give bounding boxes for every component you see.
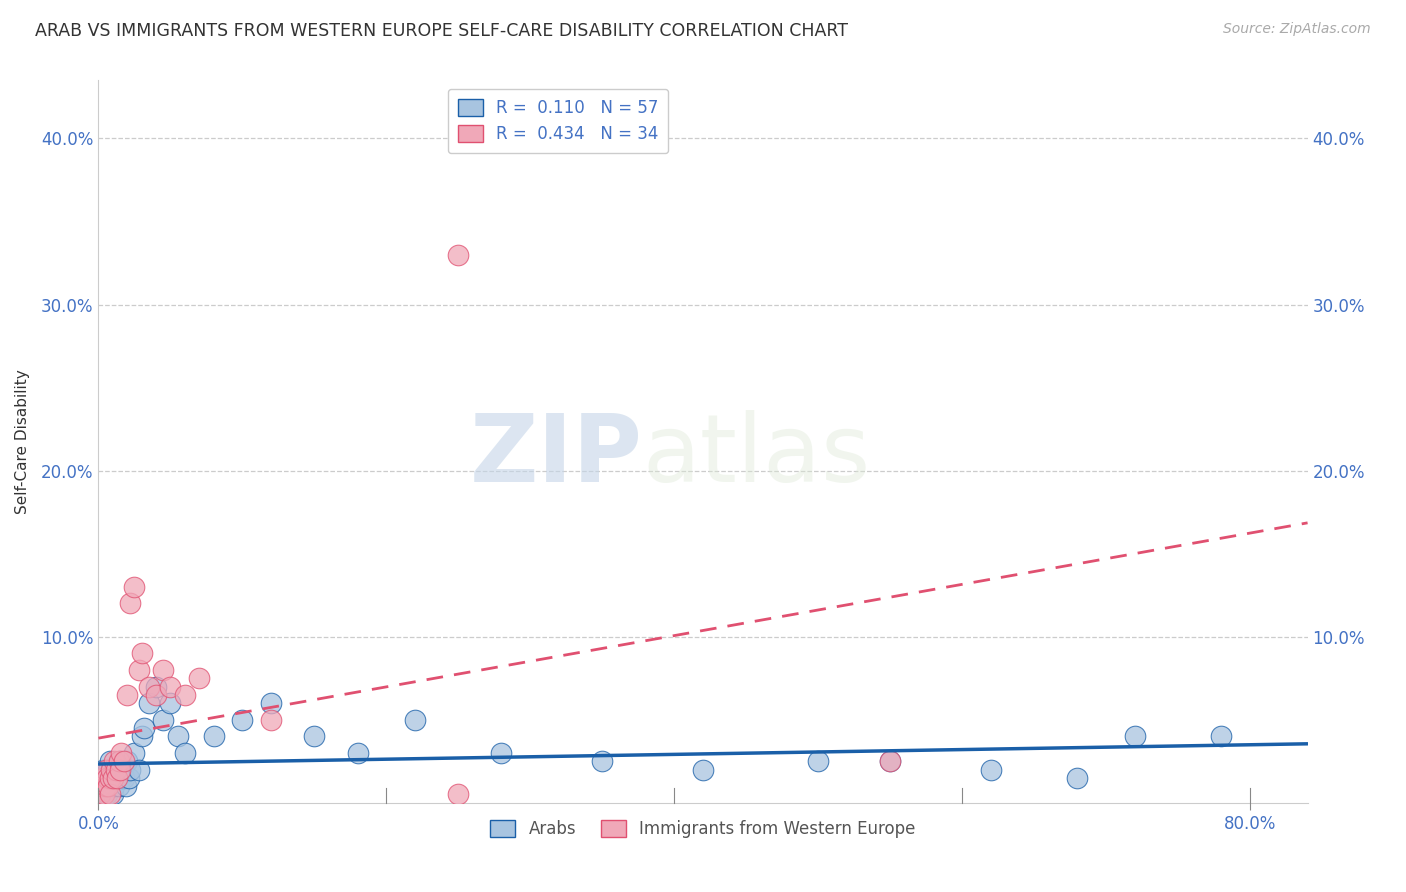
Point — [100, 763, 122, 777]
Point — [447, 788, 470, 802]
Point — [304, 730, 326, 744]
Point — [120, 763, 142, 777]
Point — [96, 788, 118, 802]
Point — [91, 779, 114, 793]
Point — [98, 754, 121, 768]
Point — [980, 763, 1002, 777]
Text: ARAB VS IMMIGRANTS FROM WESTERN EUROPE SELF-CARE DISABILITY CORRELATION CHART: ARAB VS IMMIGRANTS FROM WESTERN EUROPE S… — [35, 22, 848, 40]
Point — [807, 754, 830, 768]
Point — [94, 763, 117, 777]
Point — [103, 754, 125, 768]
Point — [447, 248, 470, 262]
Point — [107, 754, 129, 768]
Point — [138, 680, 160, 694]
Point — [98, 771, 121, 785]
Point — [152, 713, 174, 727]
Point — [231, 713, 253, 727]
Point — [90, 771, 112, 785]
Point — [202, 730, 225, 744]
Point — [89, 779, 111, 793]
Point — [152, 663, 174, 677]
Point — [145, 680, 167, 694]
Point — [166, 730, 188, 744]
Point — [97, 763, 120, 777]
Point — [118, 771, 141, 785]
Point — [96, 771, 118, 785]
Legend: Arabs, Immigrants from Western Europe: Arabs, Immigrants from Western Europe — [484, 814, 922, 845]
Point — [93, 788, 115, 802]
Point — [138, 696, 160, 710]
Point — [134, 721, 156, 735]
Point — [692, 763, 714, 777]
Point — [100, 779, 122, 793]
Point — [93, 788, 115, 802]
Point — [108, 763, 131, 777]
Point — [112, 771, 135, 785]
Point — [591, 754, 613, 768]
Point — [260, 713, 283, 727]
Point — [91, 763, 114, 777]
Point — [115, 688, 138, 702]
Point — [1066, 771, 1088, 785]
Point — [159, 696, 181, 710]
Point — [128, 663, 150, 677]
Point — [89, 788, 111, 802]
Point — [159, 680, 181, 694]
Point — [90, 779, 112, 793]
Point — [120, 597, 142, 611]
Y-axis label: Self-Care Disability: Self-Care Disability — [15, 369, 30, 514]
Point — [128, 763, 150, 777]
Point — [145, 688, 167, 702]
Text: atlas: atlas — [643, 410, 870, 502]
Point — [110, 771, 132, 785]
Point — [104, 763, 127, 777]
Point — [491, 746, 513, 760]
Point — [91, 771, 114, 785]
Point — [124, 580, 146, 594]
Point — [97, 779, 120, 793]
Point — [188, 671, 211, 685]
Point — [110, 746, 132, 760]
Point — [131, 730, 153, 744]
Point — [111, 763, 134, 777]
Point — [98, 788, 121, 802]
Point — [114, 779, 136, 793]
Point — [1123, 730, 1146, 744]
Point — [91, 779, 114, 793]
Text: Source: ZipAtlas.com: Source: ZipAtlas.com — [1223, 22, 1371, 37]
Point — [96, 771, 118, 785]
Point — [90, 788, 112, 802]
Point — [108, 754, 131, 768]
Point — [101, 788, 124, 802]
Point — [879, 754, 901, 768]
Point — [103, 779, 125, 793]
Point — [346, 746, 368, 760]
Point — [101, 771, 124, 785]
Point — [260, 696, 283, 710]
Point — [105, 763, 128, 777]
Point — [173, 688, 195, 702]
Point — [97, 779, 120, 793]
Point — [107, 779, 129, 793]
Point — [879, 754, 901, 768]
Point — [105, 771, 128, 785]
Point — [173, 746, 195, 760]
Point — [104, 771, 127, 785]
Point — [103, 763, 125, 777]
Point — [404, 713, 426, 727]
Point — [112, 754, 135, 768]
Point — [100, 763, 122, 777]
Text: ZIP: ZIP — [470, 410, 643, 502]
Point — [98, 771, 121, 785]
Point — [94, 779, 117, 793]
Point — [101, 771, 124, 785]
Point — [131, 646, 153, 660]
Point — [1211, 730, 1233, 744]
Point — [124, 746, 146, 760]
Point — [94, 763, 117, 777]
Point — [93, 771, 115, 785]
Point — [94, 779, 117, 793]
Point — [115, 754, 138, 768]
